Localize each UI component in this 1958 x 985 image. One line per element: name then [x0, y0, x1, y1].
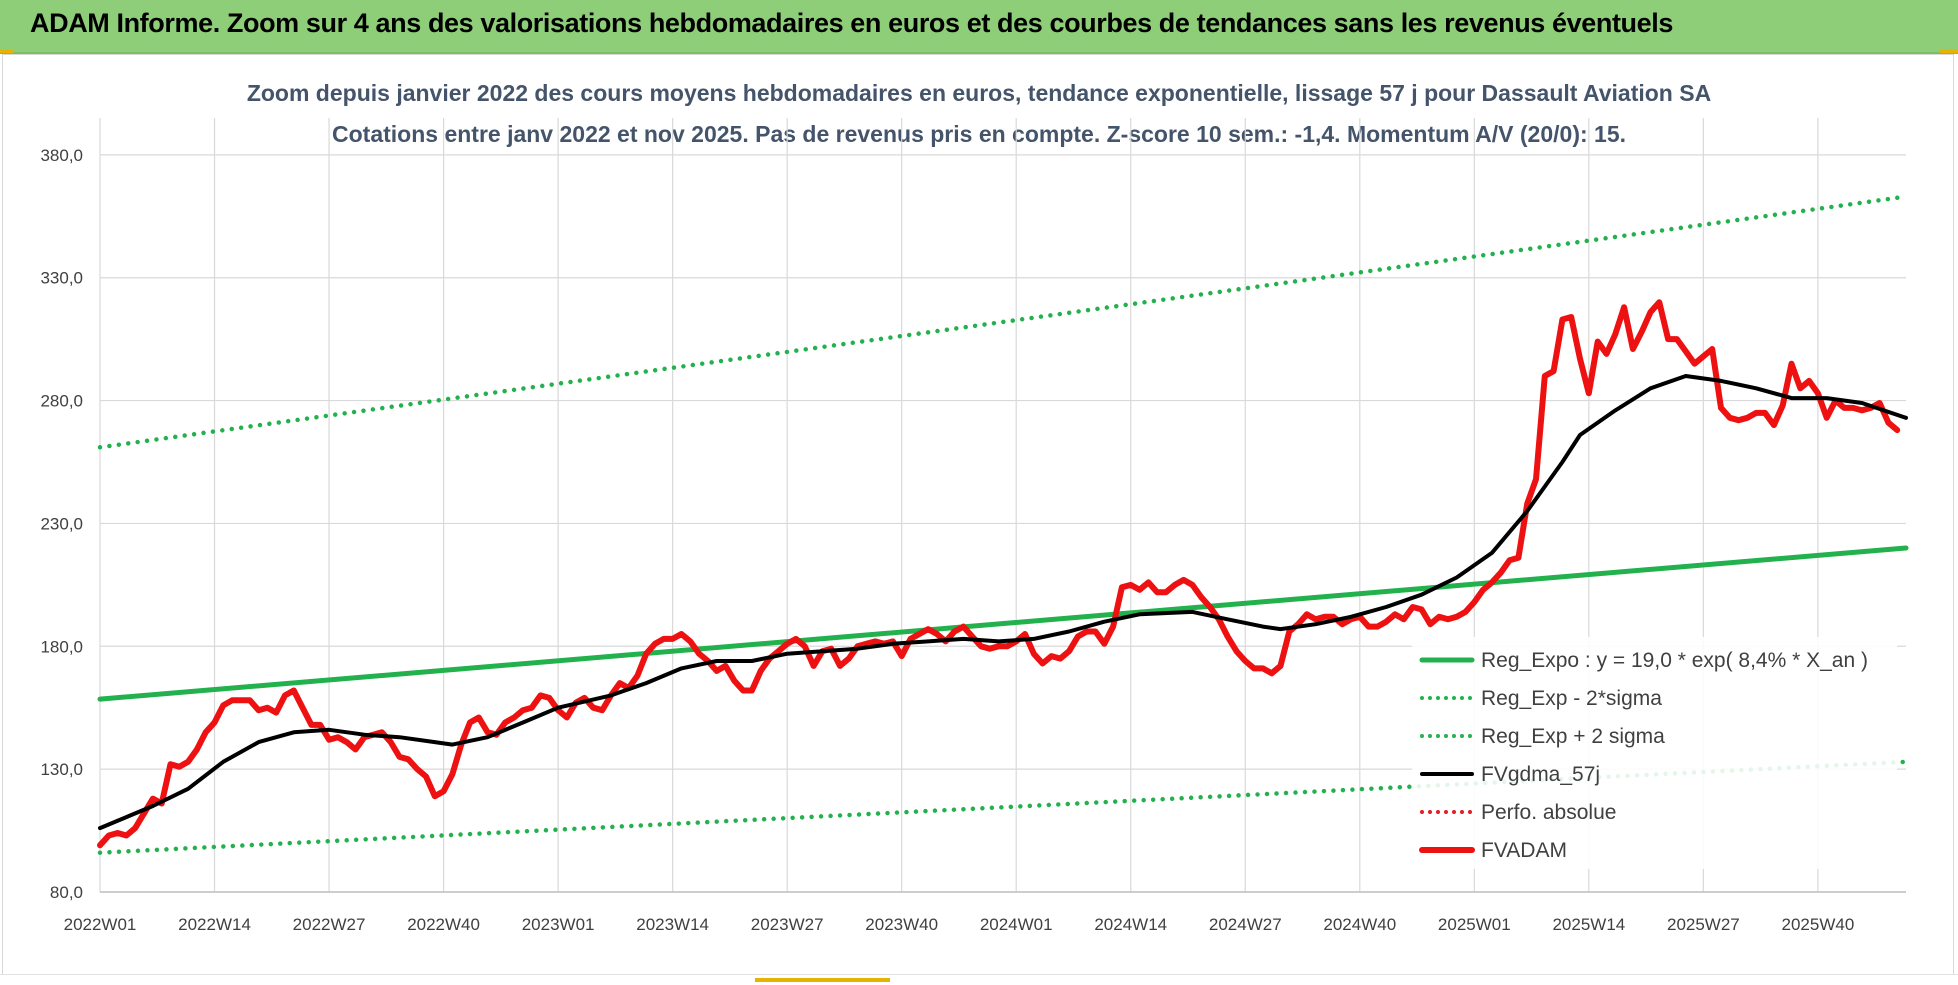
x-tick-label: 2024W40	[1323, 915, 1396, 934]
legend-entry: FVADAM	[1481, 839, 1567, 862]
y-tick-label: 330,0	[40, 269, 83, 288]
y-tick-label: 230,0	[40, 514, 83, 533]
x-axis-ticks: 2022W01 2022W14 2022W27 2022W40 2023W01 2023W…	[64, 915, 1855, 934]
x-tick-label: 2022W14	[178, 915, 251, 934]
legend-background	[1412, 637, 1897, 869]
chart-subtitle: Cotations entre janv 2022 et nov 2025. P…	[332, 121, 1626, 147]
x-tick-label: 2022W27	[293, 915, 366, 934]
edge-mark-left	[0, 50, 14, 53]
series-line-4	[98, 374, 1908, 831]
x-tick-label: 2025W40	[1782, 915, 1855, 934]
x-tick-label: 2025W27	[1667, 915, 1740, 934]
report-banner: ADAM Informe. Zoom sur 4 ans des valoris…	[0, 0, 1958, 54]
y-tick-label: 180,0	[40, 637, 83, 656]
chart-frame-bottom	[0, 974, 1958, 985]
x-tick-label: 2023W27	[751, 915, 824, 934]
series-line-2	[97, 759, 1909, 855]
y-tick-label: 380,0	[40, 146, 83, 165]
y-axis-ticks: 80,0 130,0 180,0 230,0 280,0 330,0 380,0	[40, 146, 83, 902]
chart-title: Zoom depuis janvier 2022 des cours moyen…	[247, 80, 1711, 106]
edge-mark-bottom	[755, 978, 890, 982]
series-lines	[97, 194, 1909, 855]
x-tick-label: 2022W40	[407, 915, 480, 934]
y-tick-label: 80,0	[50, 883, 83, 902]
series-line-3	[97, 194, 1909, 450]
report-title: ADAM Informe. Zoom sur 4 ans des valoris…	[30, 8, 1673, 38]
legend-entry: Reg_Exp - 2*sigma	[1481, 687, 1662, 710]
legend-entry: Reg_Exp + 2 sigma	[1481, 725, 1665, 748]
x-tick-label: 2023W14	[636, 915, 709, 934]
x-tick-label: 2024W14	[1094, 915, 1167, 934]
grid	[99, 118, 1906, 893]
series-line-1	[97, 545, 1909, 702]
x-tick-label: 2023W01	[522, 915, 595, 934]
y-tick-label: 280,0	[40, 392, 83, 411]
x-tick-label: 2024W01	[980, 915, 1053, 934]
x-tick-label: 2024W27	[1209, 915, 1282, 934]
legend-entry: FVgdma_57j	[1481, 763, 1600, 786]
x-tick-label: 2025W14	[1552, 915, 1625, 934]
legend: Reg_Expo : y = 19,0 * exp( 8,4% * X_an )…	[1412, 637, 1897, 869]
x-tick-label: 2023W40	[865, 915, 938, 934]
series-line-6	[97, 299, 1901, 849]
y-tick-label: 130,0	[40, 760, 83, 779]
x-tick-label: 2022W01	[64, 915, 137, 934]
edge-mark-right	[1940, 50, 1958, 53]
x-tick-label: 2025W01	[1438, 915, 1511, 934]
legend-entry: Reg_Expo : y = 19,0 * exp( 8,4% * X_an )	[1481, 649, 1868, 672]
legend-entry: Perfo. absolue	[1481, 801, 1616, 824]
